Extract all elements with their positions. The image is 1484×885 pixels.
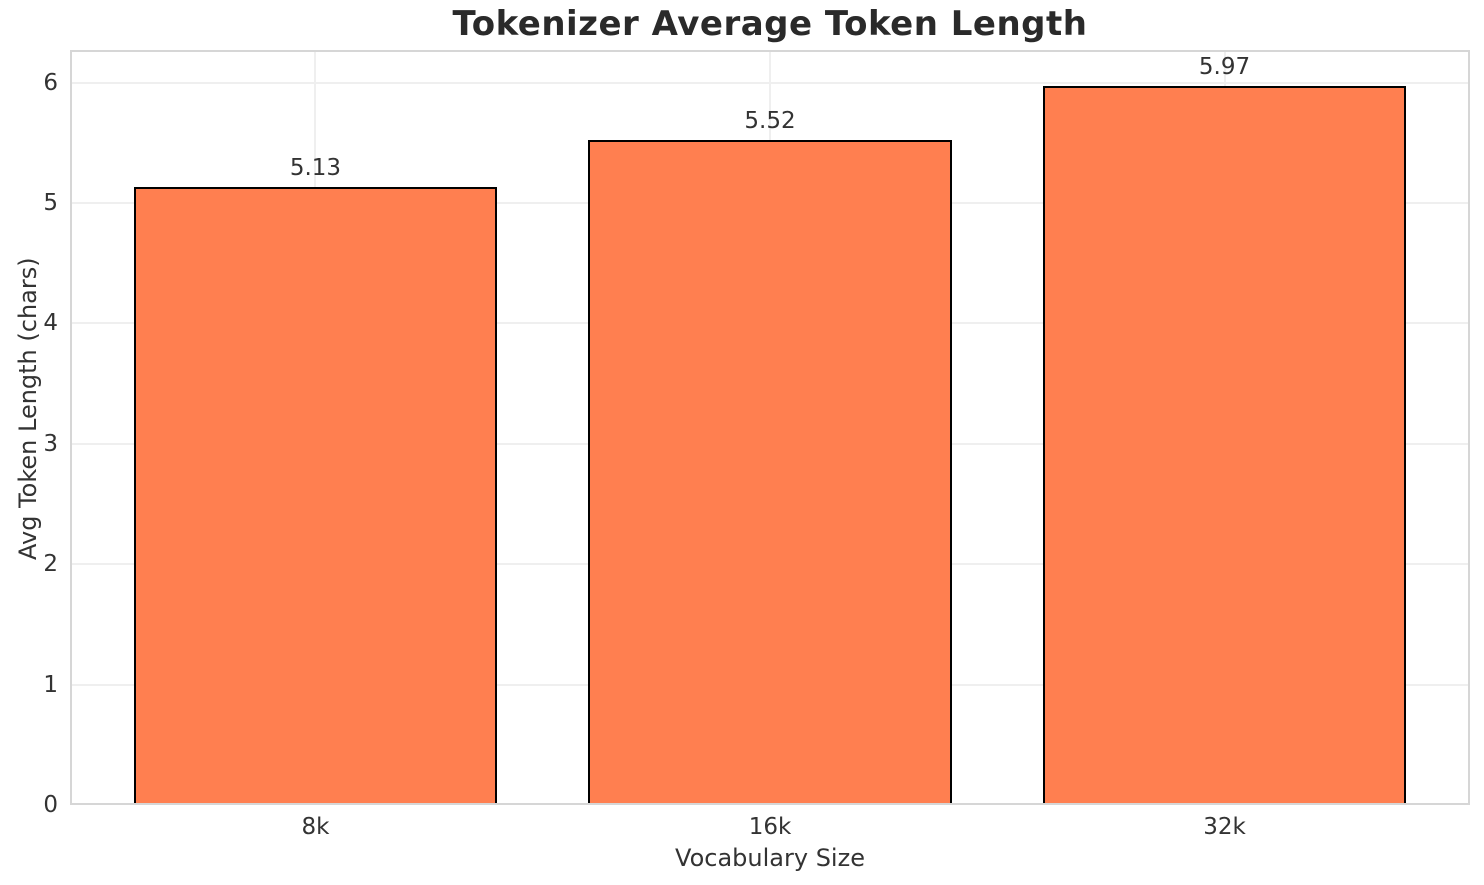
bar-8k xyxy=(133,187,498,805)
x-axis-label: Vocabulary Size xyxy=(675,844,865,872)
x-tick-label-8k: 8k xyxy=(301,814,330,840)
y-tick-label-5: 5 xyxy=(43,189,58,216)
bar-value-label-32k: 5.97 xyxy=(1198,54,1251,81)
y-tick-label-0: 0 xyxy=(43,792,58,818)
chart-title: Tokenizer Average Token Length xyxy=(452,4,1088,44)
y-tick-label-2: 2 xyxy=(43,551,58,578)
bar-value-label-8k: 5.13 xyxy=(289,155,342,182)
bar-16k xyxy=(588,140,952,805)
x-tick-label-16k: 16k xyxy=(748,814,792,840)
plot-area: 5.13 5.52 5.97 xyxy=(70,50,1470,805)
y-tick-label-6: 6 xyxy=(43,69,58,96)
y-tick-label-1: 1 xyxy=(43,671,58,698)
y-axis-label: Avg Token Length (chars) xyxy=(14,257,42,560)
x-tick-label-32k: 32k xyxy=(1203,814,1246,840)
bar-32k xyxy=(1042,86,1407,805)
bar-value-label-16k: 5.52 xyxy=(744,108,796,135)
y-tick-label-4: 4 xyxy=(43,310,58,337)
y-tick-label-3: 3 xyxy=(43,430,58,457)
